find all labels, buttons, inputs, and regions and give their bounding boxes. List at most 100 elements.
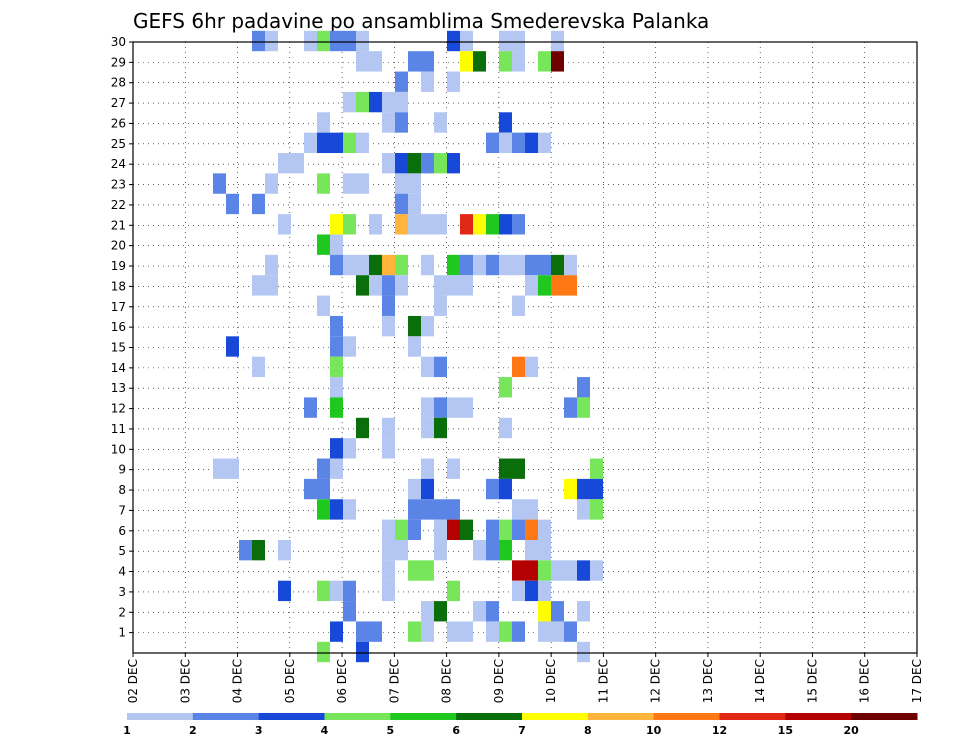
precip-cell [460,254,473,276]
y-tick-label: 18 [111,279,126,293]
precip-cell [278,580,291,602]
colorbar-segment [456,713,523,720]
colorbar-label: 10 [646,724,662,737]
x-tick-label: 14 DEC [753,659,767,703]
precip-cell [395,214,408,235]
precip-cell [421,601,434,622]
precip-cell [512,458,525,479]
y-axis: 1234567891011121314151617181920212223242… [111,35,133,640]
precip-cell [460,621,473,642]
precip-cell [421,458,434,479]
precip-cell [356,30,369,52]
precip-cell [499,458,512,479]
precip-cell [395,71,408,92]
precip-cell [538,254,551,276]
precip-cell [512,621,525,642]
precip-cell [499,478,512,500]
precip-cell [304,132,317,154]
precip-cell [408,315,421,337]
colorbar-label: 8 [584,724,592,737]
precip-cell [512,51,525,72]
colorbar-segment [390,713,457,720]
y-tick-label: 17 [111,300,126,314]
precip-cell [590,560,603,581]
precip-cell [564,621,577,642]
precip-cell [343,30,356,52]
precip-cell [577,601,590,622]
precip-cell [356,621,369,642]
precip-cell [356,132,369,154]
precip-cell [343,336,356,357]
precip-cell [369,621,382,642]
precip-cell [512,499,525,520]
precip-cell [434,275,447,296]
y-tick-label: 22 [111,198,126,212]
precip-cell [499,112,512,133]
colorbar-label: 6 [452,724,460,737]
y-tick-label: 10 [111,442,126,456]
precip-cell [538,580,551,602]
precip-cell [369,254,382,276]
precip-cell [408,621,421,642]
precip-cell [551,30,564,52]
precip-cell [317,580,330,602]
precip-cell [577,499,590,520]
precip-cell [512,254,525,276]
precip-cell [408,478,421,500]
precip-cell [590,458,603,479]
precip-cell [408,214,421,235]
precip-cell [460,275,473,296]
precip-cell [434,417,447,439]
precip-cell [447,621,460,642]
precip-cell [564,397,577,418]
precip-cell [421,621,434,642]
colorbar-segment [522,713,589,720]
precip-cell [525,275,538,296]
precip-cell [512,214,525,235]
x-tick-label: 08 DEC [440,659,454,703]
precip-cell [252,539,265,561]
precip-cell [512,356,525,378]
x-tick-label: 07 DEC [387,659,401,703]
precip-cell [499,377,512,398]
precip-cell [382,539,395,561]
precip-cell [551,601,564,622]
precip-cell [395,91,408,113]
y-tick-label: 15 [111,341,126,355]
colorbar-segment [192,713,260,720]
x-tick-label: 09 DEC [492,659,506,703]
precip-cell [473,214,486,235]
colorbar-label: 15 [778,724,793,737]
precip-cell [512,132,525,154]
y-tick-label: 27 [111,96,126,110]
precip-cell [369,214,382,235]
precip-cell [499,214,512,235]
precip-cell [395,173,408,194]
x-tick-label: 11 DEC [596,659,610,703]
precip-cell [577,478,590,500]
precip-cell [382,438,395,459]
precip-cell [408,51,421,72]
precip-cell [499,621,512,642]
precip-cell [382,315,395,337]
precip-cell [304,30,317,52]
precip-cell [525,580,538,602]
precip-cell [499,132,512,154]
precip-cell [252,275,265,296]
precip-cell [265,173,278,194]
color-legend: 1 2 3 4 5 6 7 8 10 12 15 20 [123,713,918,737]
precip-cell [317,234,330,255]
precip-cell [395,519,408,540]
precip-cell [330,458,343,479]
precip-cell [317,458,330,479]
x-tick-label: 02 DEC [126,659,140,703]
precip-cell [330,254,343,276]
precip-cell [473,51,486,72]
precip-cell [356,51,369,72]
precip-cell [317,295,330,316]
colorbar-label: 3 [255,724,263,737]
y-tick-label: 11 [111,422,126,436]
precip-cell [473,539,486,561]
precip-cell [486,478,499,500]
precip-cell [252,30,265,52]
